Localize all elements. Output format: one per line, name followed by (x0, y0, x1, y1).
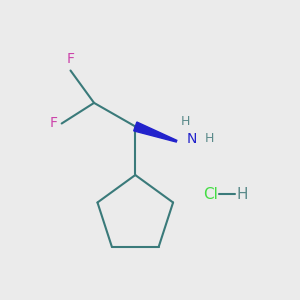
Text: F: F (67, 52, 74, 66)
Polygon shape (134, 122, 177, 142)
Text: H: H (237, 187, 248, 202)
Text: H: H (205, 132, 214, 145)
Text: N: N (187, 132, 197, 146)
Text: H: H (181, 115, 190, 128)
Text: Cl: Cl (203, 187, 218, 202)
Text: F: F (49, 116, 57, 130)
